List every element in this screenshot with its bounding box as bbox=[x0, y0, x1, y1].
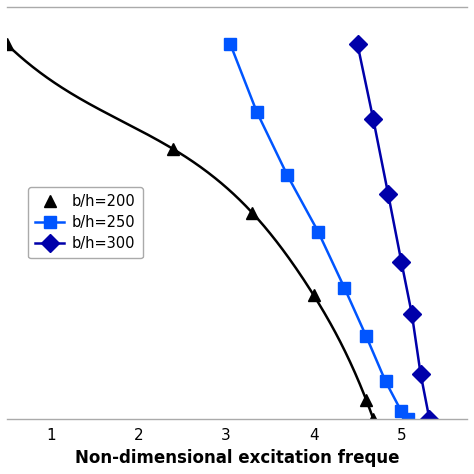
b/h=250 bbox=[383, 379, 388, 384]
b/h=300 bbox=[385, 191, 391, 197]
b/h=300 bbox=[418, 371, 423, 377]
b/h=300 bbox=[427, 416, 432, 421]
Line: b/h=200: b/h=200 bbox=[0, 38, 380, 425]
b/h=200 bbox=[311, 292, 317, 298]
b/h=250 bbox=[228, 42, 233, 47]
b/h=200 bbox=[4, 42, 10, 47]
b/h=250 bbox=[405, 416, 411, 421]
b/h=250 bbox=[364, 334, 369, 339]
X-axis label: Non-dimensional excitation freque: Non-dimensional excitation freque bbox=[75, 449, 399, 467]
b/h=200 bbox=[364, 397, 369, 403]
b/h=250 bbox=[254, 109, 260, 115]
b/h=250 bbox=[315, 229, 321, 235]
b/h=200 bbox=[171, 146, 176, 152]
b/h=250 bbox=[284, 173, 290, 178]
b/h=300 bbox=[399, 259, 404, 264]
b/h=250 bbox=[399, 409, 404, 414]
Legend: b/h=200, b/h=250, b/h=300: b/h=200, b/h=250, b/h=300 bbox=[28, 187, 143, 258]
Line: b/h=250: b/h=250 bbox=[224, 38, 415, 425]
b/h=300 bbox=[371, 117, 376, 122]
b/h=300 bbox=[355, 42, 360, 47]
Line: b/h=300: b/h=300 bbox=[351, 38, 436, 425]
b/h=200 bbox=[249, 210, 255, 216]
b/h=300 bbox=[409, 311, 415, 317]
b/h=250 bbox=[341, 285, 347, 291]
b/h=200 bbox=[371, 416, 376, 421]
